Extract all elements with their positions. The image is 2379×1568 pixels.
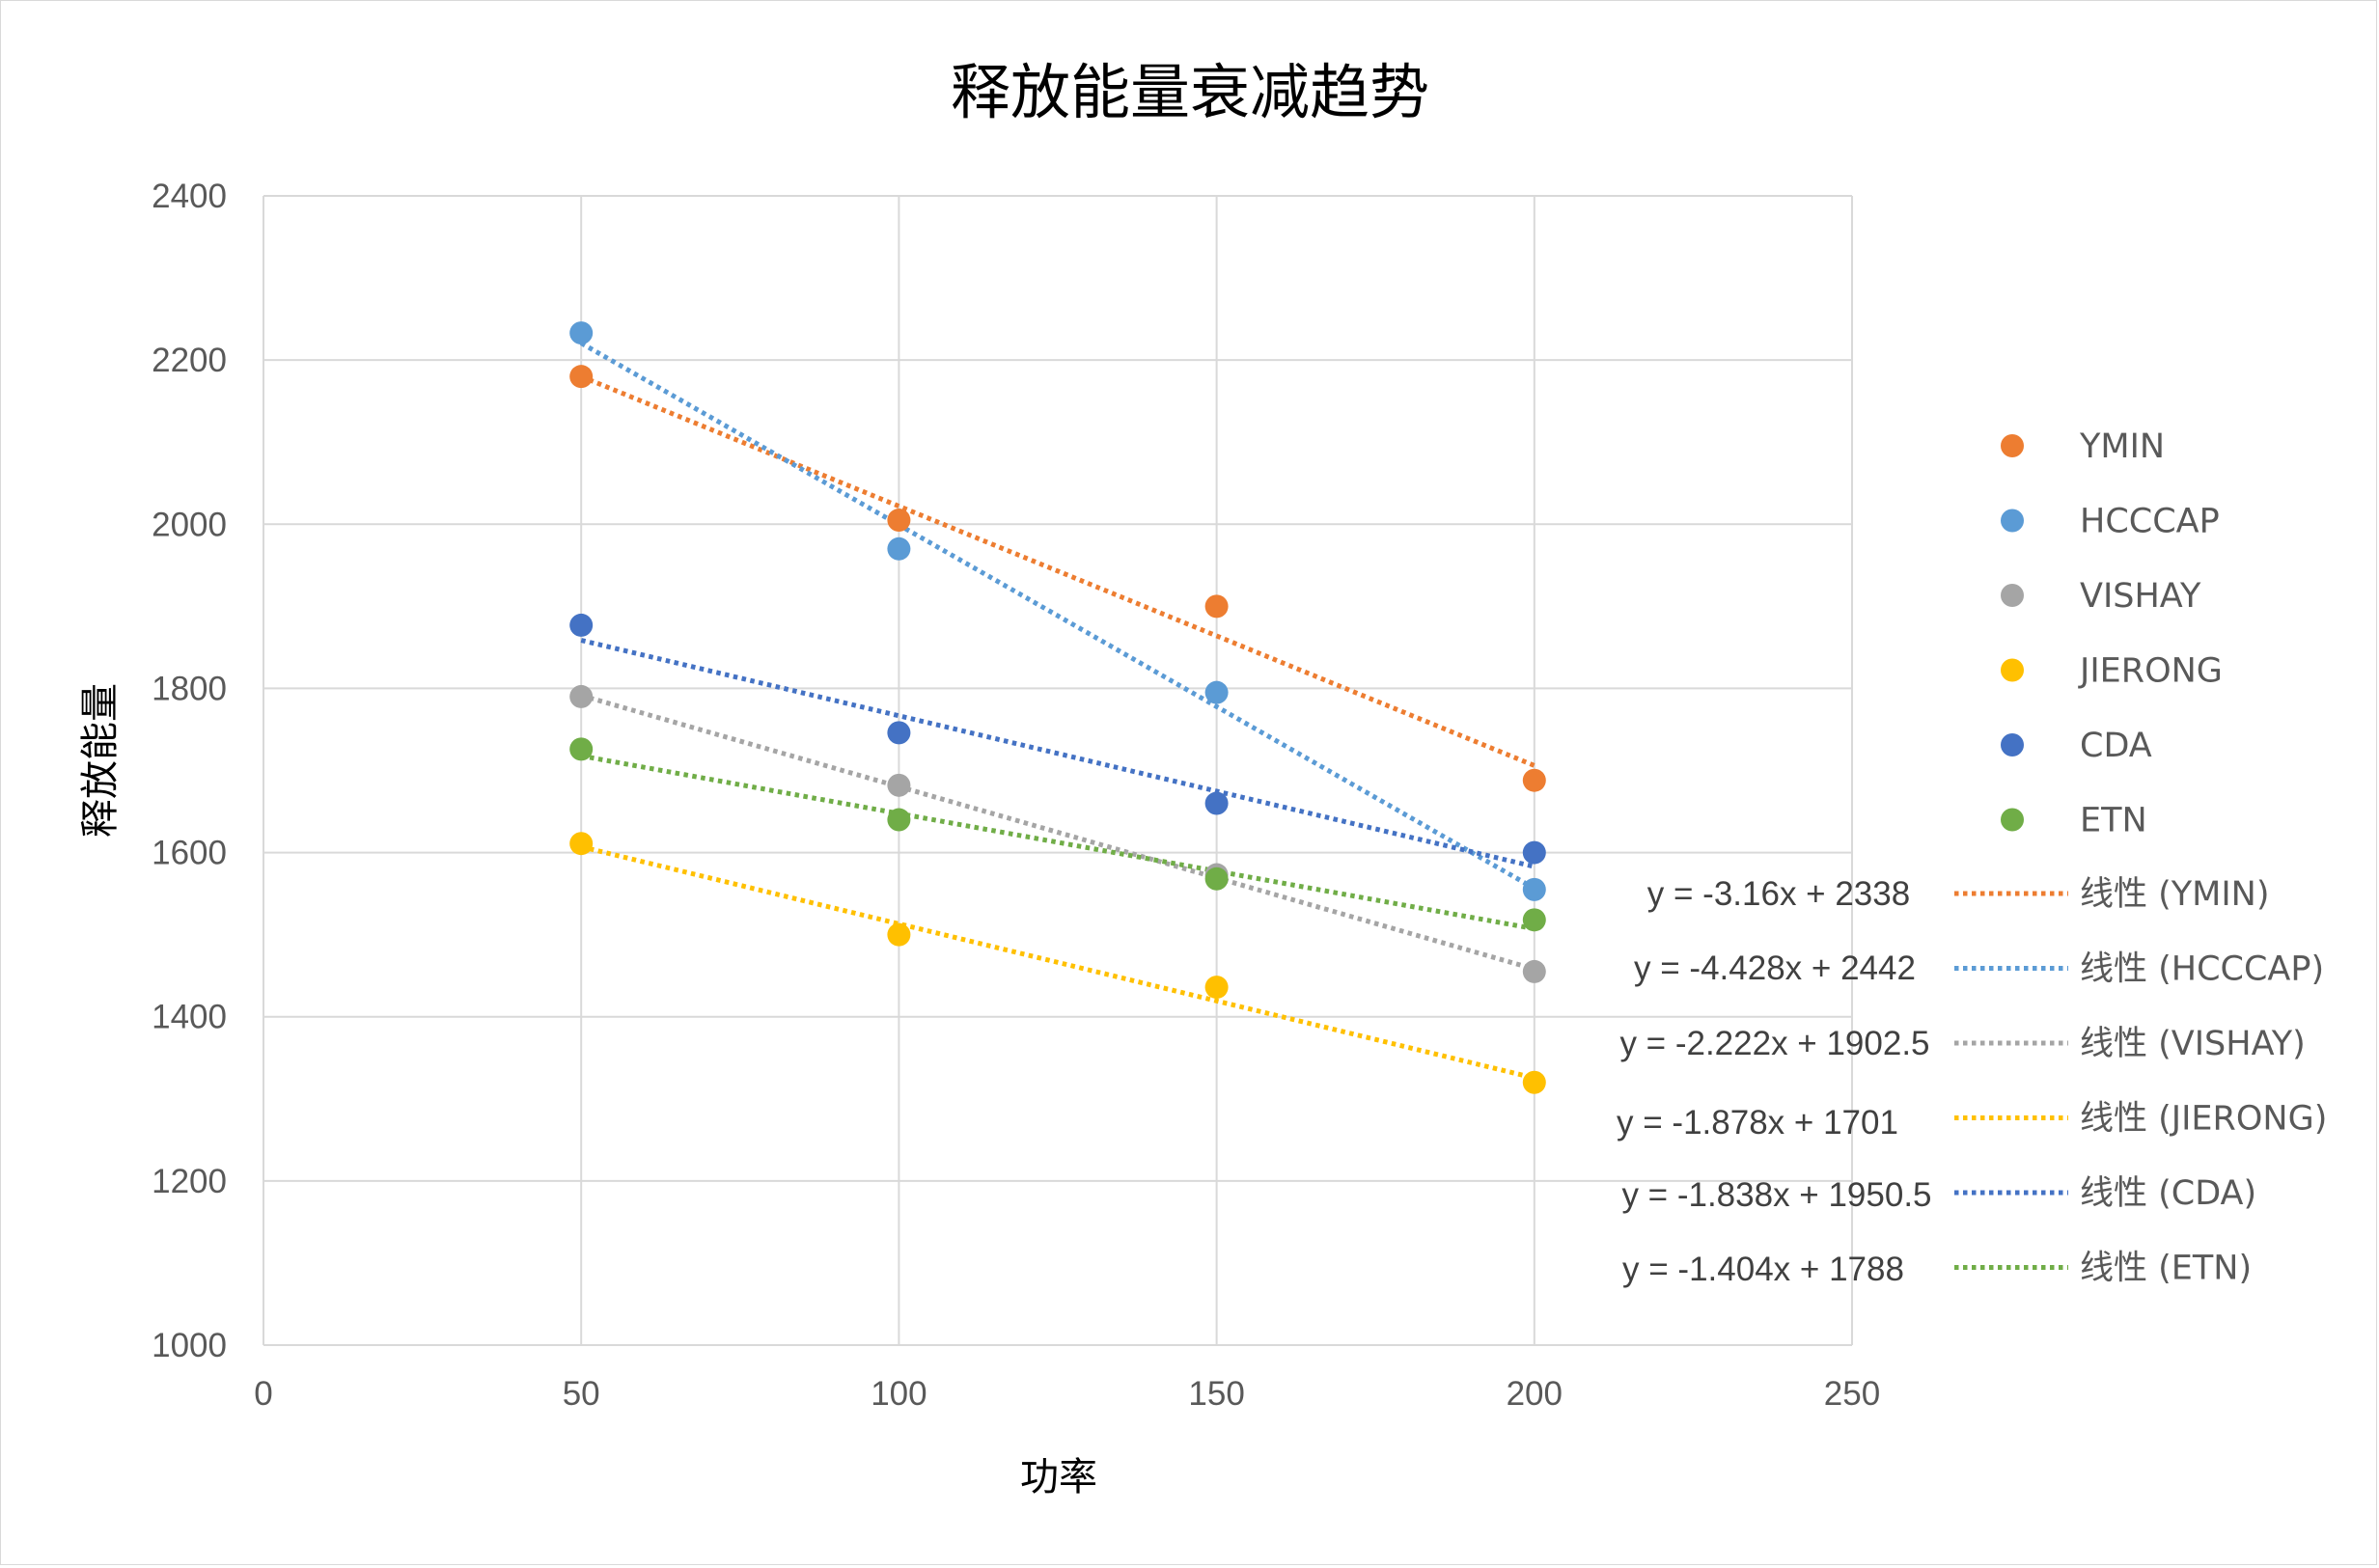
point-vishay-100 — [887, 773, 911, 797]
legend-label-ymin: YMIN — [2079, 427, 2165, 466]
point-etn-50 — [569, 737, 594, 761]
point-jierong-100 — [887, 922, 911, 947]
legend-label-cda: CDA — [2080, 727, 2152, 765]
x-tick-label-250: 250 — [1824, 1375, 1880, 1413]
legend-marker-hcccap — [2001, 509, 2024, 533]
legend-label-jierong: JIERONG — [2078, 652, 2223, 691]
trendline-ymin — [580, 373, 1535, 768]
point-ymin-150 — [1204, 594, 1229, 619]
x-tick-label-100: 100 — [871, 1375, 927, 1413]
legend-marker-cda — [2001, 733, 2024, 756]
equation-hcccap: y = -4.428x + 2442 — [1634, 949, 1916, 987]
y-tick-label-2200: 2200 — [152, 342, 227, 379]
y-tick-label-2000: 2000 — [152, 506, 227, 543]
legend-marker-vishay — [2001, 584, 2024, 607]
trendline-etn — [580, 753, 1535, 931]
trendline-hcccap — [579, 341, 1536, 891]
equation-jierong: y = -1.878x + 1701 — [1617, 1104, 1898, 1142]
y-tick-label-2400: 2400 — [152, 178, 227, 215]
point-hcccap-150 — [1204, 680, 1229, 704]
point-hcccap-100 — [887, 536, 911, 561]
legend-marker-ymin — [2001, 434, 2024, 457]
point-jierong-200 — [1522, 1070, 1546, 1094]
point-hcccap-50 — [569, 321, 594, 345]
y-tick-label-1600: 1600 — [152, 835, 227, 872]
chart-title: 释放能量衰减趋势 — [951, 57, 1429, 127]
point-cda-100 — [887, 721, 911, 745]
y-axis-title: 释放能量 — [78, 683, 123, 838]
y-tick-label-1400: 1400 — [152, 999, 227, 1036]
trendline-equations: y = -3.16x + 2338 y = -4.428x + 2442 y = -… — [1617, 875, 1931, 1288]
trend-layer — [579, 341, 1536, 1081]
x-tick-label-200: 200 — [1507, 1375, 1563, 1413]
legend-trend-label-etn: 线性 (ETN) — [2080, 1250, 2252, 1288]
axis-layer: 1000 1200 1400 1600 1800 2000 2200 2400 0 50 100 15… — [152, 178, 1880, 1413]
y-tick-label-1000: 1000 — [152, 1327, 227, 1364]
point-vishay-200 — [1522, 959, 1546, 983]
trendline-vishay — [580, 693, 1535, 972]
point-cda-150 — [1204, 791, 1229, 815]
x-axis-title: 功率 — [1020, 1455, 1097, 1499]
x-tick-label-0: 0 — [254, 1375, 272, 1413]
x-tick-label-50: 50 — [563, 1375, 600, 1413]
legend-trend-label-hcccap: 线性 (HCCCAP) — [2080, 950, 2324, 989]
point-jierong-50 — [569, 832, 594, 856]
equation-vishay: y = -2.222x + 1902.5 — [1619, 1025, 1929, 1062]
point-ymin-50 — [569, 365, 594, 389]
legend-label-hcccap: HCCCAP — [2080, 503, 2220, 541]
legend-marker-jierong — [2001, 658, 2024, 682]
point-etn-150 — [1204, 867, 1229, 891]
point-cda-200 — [1522, 840, 1546, 865]
trendline-jierong — [580, 844, 1535, 1081]
y-tick-label-1800: 1800 — [152, 670, 227, 707]
point-hcccap-200 — [1522, 877, 1546, 901]
legend-label-vishay: VISHAY — [2080, 577, 2201, 616]
point-jierong-150 — [1204, 976, 1229, 1000]
point-ymin-100 — [887, 509, 911, 533]
legend-trend-label-ymin: 线性 (YMIN) — [2080, 875, 2270, 914]
legend-trend-label-jierong: 线性 (JIERONG) — [2080, 1100, 2327, 1139]
point-etn-100 — [887, 808, 911, 832]
point-vishay-50 — [569, 684, 594, 708]
trendline-cda — [580, 638, 1535, 869]
y-tick-label-1200: 1200 — [152, 1163, 227, 1200]
point-ymin-200 — [1522, 768, 1546, 792]
legend-label-etn: ETN — [2080, 802, 2147, 840]
x-tick-label-150: 150 — [1188, 1375, 1244, 1413]
legend-trend-label-cda: 线性 (CDA) — [2080, 1174, 2256, 1213]
equation-ymin: y = -3.16x + 2338 — [1647, 875, 1910, 913]
point-etn-200 — [1522, 908, 1546, 932]
legend: YMIN HCCCAP VISHAY JIERONG CDA ETN 线性 (YMIN) 线性… — [1954, 427, 2327, 1288]
legend-marker-etn — [2001, 808, 2024, 832]
equation-cda: y = -1.838x + 1950.5 — [1621, 1176, 1931, 1214]
grid-layer — [263, 195, 1853, 1346]
legend-trend-label-vishay: 线性 (VISHAY) — [2080, 1025, 2306, 1063]
equation-etn: y = -1.404x + 1788 — [1622, 1251, 1904, 1288]
point-cda-50 — [569, 613, 594, 637]
point-layer — [569, 321, 1546, 1094]
